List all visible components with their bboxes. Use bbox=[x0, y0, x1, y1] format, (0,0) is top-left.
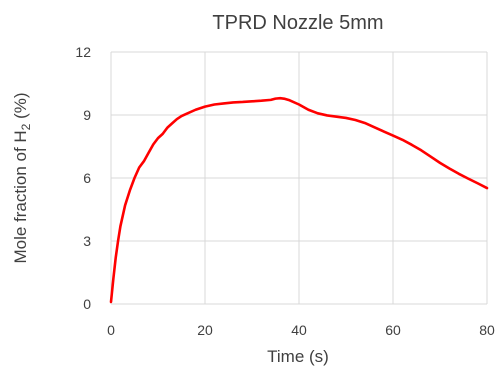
y-axis-label-prefix: Mole fraction of H bbox=[11, 130, 30, 263]
series-line-0 bbox=[109, 96, 489, 304]
x-axis-label: Time (s) bbox=[267, 347, 329, 366]
y-tick-label-2: 6 bbox=[83, 170, 91, 186]
y-tick-label-0: 0 bbox=[83, 296, 91, 312]
x-tick-label-4: 80 bbox=[479, 322, 495, 338]
y-tick-label-4: 12 bbox=[75, 44, 91, 60]
x-axis-ticks: 0 20 40 60 80 bbox=[107, 322, 495, 338]
x-tick-label-3: 60 bbox=[385, 322, 401, 338]
series-layer bbox=[109, 96, 489, 304]
x-tick-label-0: 0 bbox=[107, 322, 115, 338]
y-axis-label-suffix: (%) bbox=[11, 92, 30, 123]
grid bbox=[110, 51, 488, 305]
x-tick-label-1: 20 bbox=[197, 322, 213, 338]
x-tick-label-2: 40 bbox=[291, 322, 307, 338]
y-axis-label: Mole fraction of H2 (%) bbox=[11, 92, 33, 263]
y-axis-ticks: 0 3 6 9 12 bbox=[75, 44, 91, 312]
chart-title: TPRD Nozzle 5mm bbox=[212, 12, 383, 34]
y-tick-label-3: 9 bbox=[83, 107, 91, 123]
y-tick-label-1: 3 bbox=[83, 233, 91, 249]
y-axis-label-subscript: 2 bbox=[19, 123, 33, 130]
